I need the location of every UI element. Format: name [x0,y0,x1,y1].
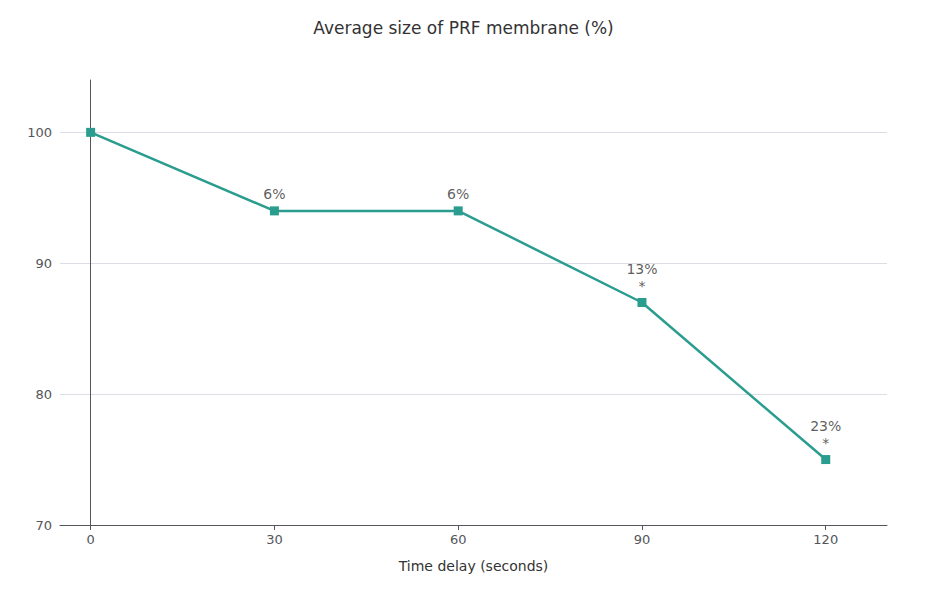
svg-text:6%: 6% [263,186,285,202]
svg-text:70: 70 [35,518,52,533]
svg-text:60: 60 [450,532,467,547]
svg-text:0: 0 [86,532,94,547]
svg-text:Average size of PRF membrane (: Average size of PRF membrane (%) [313,18,613,38]
svg-text:90: 90 [634,532,651,547]
svg-text:Time delay (seconds): Time delay (seconds) [398,558,549,574]
svg-text:80: 80 [35,387,52,402]
svg-text:13%: 13% [626,261,657,277]
svg-text:*: * [638,278,645,294]
svg-text:*: * [822,435,829,451]
svg-text:90: 90 [35,256,52,271]
svg-text:30: 30 [266,532,283,547]
svg-text:6%: 6% [447,186,469,202]
svg-text:100: 100 [27,125,52,140]
svg-text:120: 120 [813,532,838,547]
svg-text:23%: 23% [810,418,841,434]
